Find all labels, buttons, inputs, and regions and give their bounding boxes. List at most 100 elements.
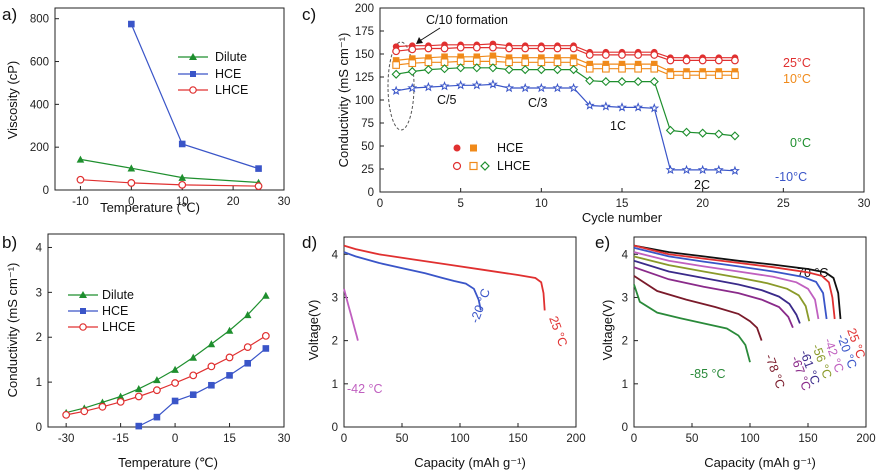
series-hce-10-c-c-point <box>618 60 626 68</box>
x-tick-label-d: 0 <box>341 433 347 445</box>
legend-label-lhce-b: LHCE <box>102 320 135 334</box>
y-tick-label-c: 125 <box>355 72 374 84</box>
formation-arrow <box>417 27 441 43</box>
series-lhce-0-c-c-point <box>698 128 708 138</box>
x-tick-label-e: 0 <box>631 433 637 445</box>
series-hce-b-point <box>153 413 161 421</box>
series-lhce-a-line <box>80 179 259 187</box>
x-tick-label-c: 25 <box>777 198 790 210</box>
series-hce-10-c-c-point <box>489 52 497 60</box>
series-lhce-10-c-c-point <box>537 58 546 67</box>
series-lhce-25-c-c-point <box>585 51 594 59</box>
y-tick-label-a: 400 <box>30 99 49 111</box>
legend-label-lhce-c: LHCE <box>497 159 530 173</box>
series-lhce-10-c-c-point <box>634 64 642 73</box>
series-dilute-b-point <box>225 326 234 334</box>
series-hce-10-c-c-point <box>408 55 416 62</box>
annotation-1c: 1C <box>610 119 626 133</box>
series-lhce-10-c-c-point <box>617 102 627 112</box>
x-axis-label-b: Temperature (℃) <box>118 455 218 470</box>
series-lhce-25-c-c-point <box>408 45 417 54</box>
series-lhce-10-c-c-point <box>471 80 482 90</box>
y-tick-label-c: 50 <box>361 141 374 153</box>
plot-frame-a <box>54 7 285 191</box>
series-dilute-b-line <box>66 295 267 414</box>
panel-label-b: b) <box>2 233 17 252</box>
curve-label-minus85c-e: -85 °C <box>690 367 726 381</box>
series-61-c-e-line <box>633 259 801 324</box>
x-tick-label-a: -10 <box>72 196 89 208</box>
series-lhce-b-point <box>80 407 89 416</box>
plot-frame-b <box>47 233 285 428</box>
temperature-labels-c: 25°C 10°C 0°C -10°C <box>775 56 811 184</box>
y-tick-label-a: 0 <box>43 185 49 197</box>
legend-label-dilute-b: Dilute <box>102 288 134 302</box>
series-lhce-b-point <box>116 397 125 406</box>
y-tick-label-e: 4 <box>622 249 629 261</box>
series-lhce-b-point <box>134 392 143 401</box>
legend-label-dilute-a: Dilute <box>215 50 247 64</box>
legend-a: Dilute HCE LHCE <box>178 50 248 97</box>
x-axis-label-a: Temperature (℃) <box>100 200 200 215</box>
series-hce-10-c-c-point <box>521 54 529 61</box>
series-67-c-e-line <box>633 266 794 329</box>
series-lhce-a-point <box>76 175 85 184</box>
series-lhce-25-c-c-point <box>505 44 513 53</box>
series-lhce-0-c-c-point <box>520 65 530 75</box>
series-hce-10-c-c-point <box>538 54 545 61</box>
series-lhce-0-c-c-point <box>617 77 627 87</box>
series-lhce-0-c-c-point <box>488 63 498 73</box>
series-lhce-10-c-c-point <box>697 164 708 175</box>
series-hce-10-c-c-point <box>586 60 594 68</box>
x-axis-label-e: Capacity (mAh g⁻¹) <box>704 455 816 470</box>
panel-label-c: c) <box>302 5 316 24</box>
series-lhce-0-c-c-point <box>391 69 401 79</box>
series-lhce-0-c-c-point <box>504 65 514 75</box>
series-dilute-b-point <box>262 291 270 299</box>
series-lhce-10-c-c-point <box>681 164 692 175</box>
series-lhce-25-c-c-point <box>666 56 675 65</box>
series-dilute-a-point <box>178 173 187 181</box>
series-hce-10-c-c-point <box>425 54 432 61</box>
series-hce-10-c-c-point <box>392 57 400 64</box>
x-axis-label-c: Cycle number <box>582 210 663 225</box>
y-tick-label-c: 0 <box>368 187 374 199</box>
series-lhce-10-c-c-point <box>633 102 644 112</box>
series-hce-b-point <box>208 381 215 389</box>
annotation-formation: C/10 formation <box>426 13 508 27</box>
y-tick-label-d: 1 <box>332 379 338 391</box>
panel-label-d: d) <box>302 233 317 252</box>
series-lhce-25-c-c-point <box>456 43 465 52</box>
x-axis-label-d: Capacity (mAh g⁻¹) <box>414 455 526 470</box>
panel-label-e: e) <box>595 233 610 252</box>
series-lhce-25-c-c-point <box>698 56 707 65</box>
series-hce-10-c-c-point <box>554 54 561 61</box>
series-lhce-10-c-c-point <box>552 82 563 93</box>
series-lhce-25-c-c-point <box>731 56 739 65</box>
y-tick-label-a: 600 <box>30 57 49 69</box>
series-lhce-10-c-c-point <box>568 82 579 93</box>
series-lhce-0-c-c-point <box>665 125 675 135</box>
x-tick-label-c: 15 <box>616 198 629 210</box>
series-lhce-10-c-c-point <box>392 61 400 69</box>
series-dilute-a-line <box>80 158 259 184</box>
x-tick-label-b: 30 <box>278 433 291 445</box>
y-tick-label-c: 25 <box>361 164 374 176</box>
y-tick-label-c: 175 <box>355 26 374 38</box>
series-lhce-25-c-c-point <box>392 47 401 56</box>
curve-label-minus42c-d: -42 °C <box>347 382 383 396</box>
series-hce-10-c-c-point <box>634 60 642 68</box>
x-tick-label-d: 200 <box>566 433 585 445</box>
curve-label-25c-d: 25 °C <box>546 314 570 348</box>
series-hce-10-c-c-point <box>457 53 464 61</box>
series-78-c-e-line <box>633 275 763 341</box>
y-tick-label-b: 0 <box>36 422 42 434</box>
y-axis-label-b: Conductivity (mS cm⁻¹) <box>5 263 20 398</box>
series-lhce-0-c-c-point <box>456 63 466 73</box>
series-lhce-a-point <box>178 180 187 189</box>
series-dilute-b-point <box>189 353 198 361</box>
series-hce-25-c-c-line <box>396 43 735 59</box>
series-lhce-10-c-c-point <box>521 58 530 67</box>
series-lhce-0-c-c-point <box>730 131 740 141</box>
temp-label-0c: 0°C <box>790 136 811 150</box>
